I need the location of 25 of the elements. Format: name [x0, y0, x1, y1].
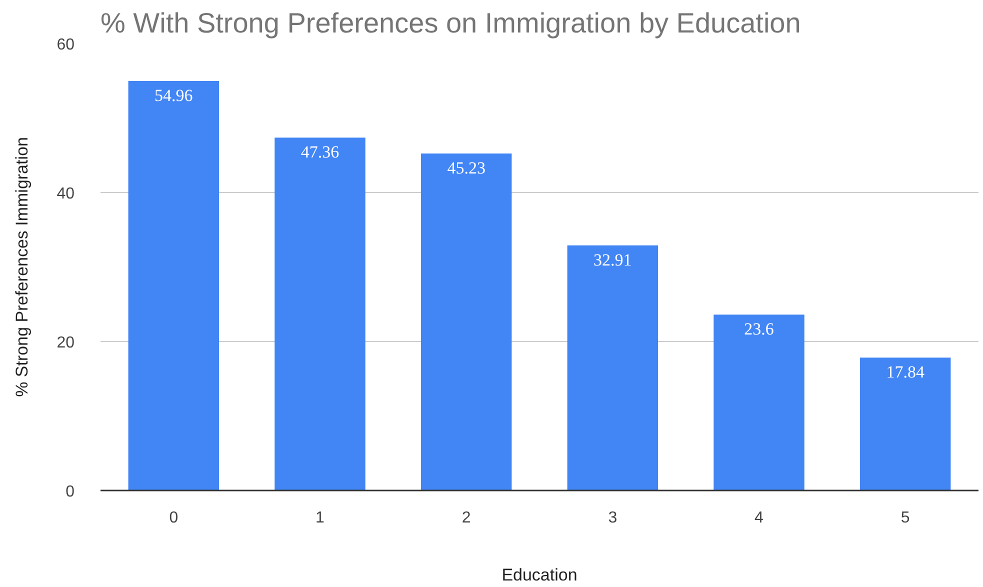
bar	[420, 154, 512, 490]
bar	[860, 358, 951, 490]
x-tick-label: 4	[754, 510, 764, 526]
y-tick-label: 40	[56, 186, 75, 202]
bar	[567, 245, 658, 490]
x-tick-label: 5	[900, 510, 910, 526]
bar	[128, 81, 220, 490]
bar	[714, 314, 804, 490]
data-label: 32.91	[594, 250, 632, 270]
x-tick-label: 0	[169, 510, 178, 526]
x-axis-title: Education	[502, 566, 578, 584]
data-label: 23.6	[744, 320, 774, 339]
bar	[274, 138, 366, 490]
data-label: 54.96	[154, 86, 193, 106]
y-axis-title: % Strong Preferences Immigration	[12, 137, 32, 397]
x-tick-label: 2	[462, 510, 471, 526]
data-label: 17.84	[886, 362, 925, 382]
data-label: 45.23	[447, 158, 486, 178]
y-tick-label: 20	[56, 334, 75, 352]
chart-title: % With Strong Preferences on Immigration by Education	[100, 8, 801, 38]
x-tick-label: 1	[316, 510, 325, 526]
y-tick-label: 60	[56, 36, 75, 54]
y-tick-label: 0	[66, 484, 75, 500]
data-label: 47.36	[300, 142, 340, 162]
x-tick-label: 3	[608, 510, 618, 526]
